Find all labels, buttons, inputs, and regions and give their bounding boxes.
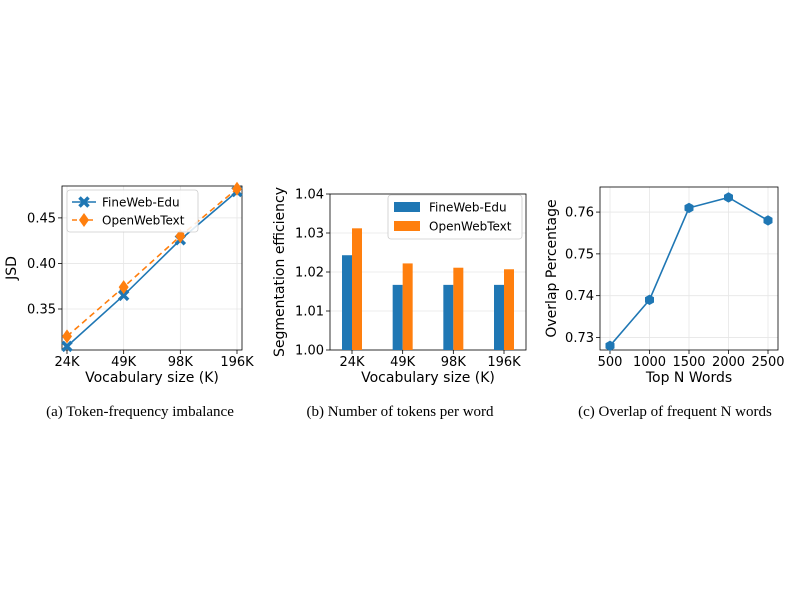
- legend-marker: [78, 196, 90, 208]
- xtick-label: 24K: [339, 355, 365, 370]
- bar: [453, 267, 464, 350]
- legend: FineWeb-Edu OpenWebText: [387, 194, 523, 240]
- ytick-label: 0.73: [565, 331, 594, 346]
- data-point: [61, 340, 73, 353]
- x-axis-label: Vocabulary size (K): [361, 370, 495, 386]
- ytick-label: 1.04: [295, 188, 324, 203]
- legend-marker: [79, 213, 89, 227]
- caption: (c) Overlap of frequent N words: [578, 404, 772, 420]
- ytick-label: 0.76: [565, 206, 594, 221]
- ytick-label: 0.40: [27, 257, 56, 272]
- series-line-2: [66, 188, 238, 337]
- y-axis-label: JSD: [4, 256, 20, 281]
- legend-label: OpenWebText: [429, 220, 512, 234]
- xtick-label: 196K: [487, 355, 521, 370]
- legend-label: FineWeb-Edu: [429, 201, 507, 215]
- ytick-label: 0.45: [27, 211, 56, 226]
- bar: [352, 228, 362, 350]
- xtick-label: 2000: [712, 355, 745, 370]
- xtick-label: 1000: [633, 355, 666, 370]
- ytick-label: 1.01: [295, 305, 324, 320]
- xtick-label: 98K: [441, 355, 467, 370]
- x-axis-label: Vocabulary size (K): [85, 370, 219, 386]
- data-point: [605, 340, 615, 352]
- xtick-label: 500: [598, 355, 623, 370]
- bar: [402, 263, 413, 350]
- y-axis-label: Overlap Percentage: [544, 199, 560, 337]
- plot-frame: [329, 193, 527, 351]
- bar: [342, 255, 352, 350]
- legend-label: OpenWebText: [102, 214, 185, 228]
- data-point: [118, 280, 129, 295]
- xtick-label: 2500: [751, 355, 784, 370]
- legend-box: [387, 194, 523, 240]
- legend: FineWeb-Edu OpenWebText: [66, 189, 199, 233]
- bar: [392, 284, 403, 350]
- legend-swatch: [394, 202, 420, 212]
- y-axis-label: Segmentation efficiency: [272, 187, 288, 357]
- ytick-label: 0.35: [27, 303, 56, 318]
- chart-b: 1.00 1.01 1.02 1.03 1.04 24K 49K 98K 196KVocabul…: [272, 187, 527, 420]
- xtick-label: 1500: [672, 355, 705, 370]
- ytick-label: 1.02: [295, 266, 324, 281]
- ytick-label: 1.03: [295, 227, 324, 242]
- xtick-label: 49K: [390, 355, 416, 370]
- data-point: [724, 192, 733, 203]
- ytick-label: 0.75: [565, 247, 594, 262]
- series-line-1: [66, 190, 238, 347]
- bar: [443, 284, 454, 350]
- data-point: [645, 294, 654, 306]
- xtick-label: 49K: [111, 355, 137, 370]
- data-point: [117, 289, 130, 302]
- data-point: [175, 229, 186, 244]
- plot-frame: [599, 186, 779, 351]
- legend-swatch: [394, 221, 420, 231]
- data-point: [62, 329, 72, 344]
- xtick-label: 196K: [220, 355, 254, 370]
- legend-label: FineWeb-Edu: [102, 196, 180, 210]
- caption: (a) Token-frequency imbalance: [46, 404, 234, 420]
- ytick-label: 0.74: [565, 289, 594, 304]
- bar: [504, 269, 514, 350]
- legend-box: [66, 189, 199, 233]
- x-axis-label: Top N Words: [645, 370, 732, 386]
- data-point: [684, 202, 694, 214]
- data-point: [763, 215, 773, 226]
- chart-c: 0.73 0.74 0.75 0.76 500 1000 1500 2000 2500 Top N…: [544, 186, 785, 420]
- xtick-label: 98K: [168, 355, 194, 370]
- plot-frame: [61, 185, 243, 351]
- bar: [494, 284, 504, 350]
- xtick-label: 24K: [54, 355, 80, 370]
- ytick-label: 1.00: [295, 344, 324, 359]
- caption: (b) Number of tokens per word: [306, 404, 494, 420]
- data-point: [232, 181, 242, 196]
